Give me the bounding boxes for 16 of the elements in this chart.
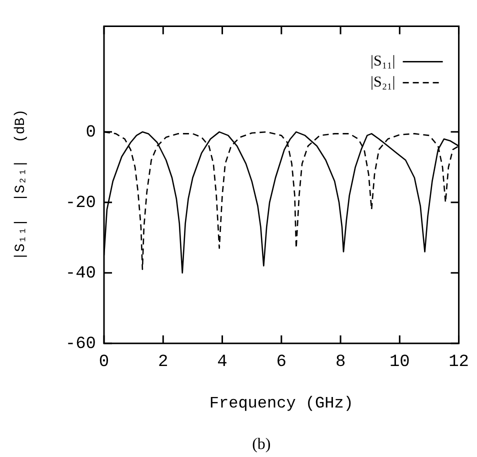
- x-tick-label: 6: [276, 353, 286, 372]
- x-tick-label: 10: [389, 353, 410, 372]
- x-axis-title: Frequency (GHz): [209, 394, 354, 413]
- x-tick-label: 4: [217, 353, 228, 372]
- y-axis-title: |S₁₁| |S₂₁| (dB): [13, 109, 30, 260]
- x-tick-label: 0: [98, 353, 110, 372]
- y-tick-label: -20: [65, 194, 96, 213]
- text: (b): [252, 436, 271, 453]
- y-tick-label: -60: [65, 334, 96, 354]
- y-tick-label: 0: [86, 123, 96, 142]
- legend-label: |S₁₁|: [370, 54, 396, 70]
- x-tick-label: 2: [158, 353, 168, 372]
- x-tick-label: 12: [448, 353, 469, 372]
- y-tick-label: -40: [65, 264, 96, 284]
- legend-label: |S₂₁|: [370, 74, 396, 91]
- x-tick-label: 8: [335, 353, 346, 372]
